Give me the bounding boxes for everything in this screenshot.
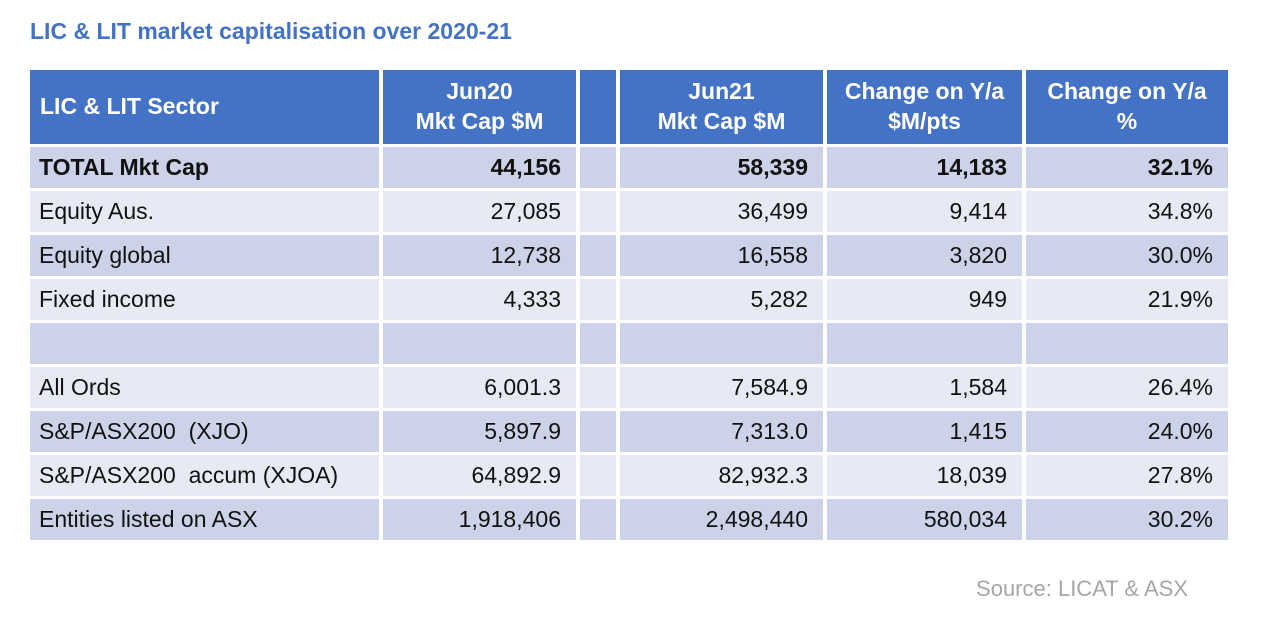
value-cell: 16,558 [620, 235, 823, 276]
value-cell: 34.8% [1026, 191, 1228, 232]
value-cell: 5,282 [620, 279, 823, 320]
header-cell: Jun21 Mkt Cap $M [620, 70, 823, 144]
spacer-cell [580, 235, 616, 276]
value-cell: 7,584.9 [620, 367, 823, 408]
value-cell: 27.8% [1026, 455, 1228, 496]
table-row: All Ords 6,001.3 7,584.9 1,584 26.4% [30, 367, 1228, 408]
spacer-cell [580, 411, 616, 452]
sector-label-cell: Equity global [30, 235, 379, 276]
value-cell: 44,156 [383, 147, 576, 188]
spacer-cell [580, 279, 616, 320]
value-cell [1026, 323, 1228, 364]
value-cell: 6,001.3 [383, 367, 576, 408]
sector-label-cell [30, 323, 379, 364]
value-cell: 64,892.9 [383, 455, 576, 496]
value-cell: 21.9% [1026, 279, 1228, 320]
table-row: Equity Aus. 27,085 36,499 9,414 34.8% [30, 191, 1228, 232]
table: LIC & LIT Sector Jun20 Mkt Cap $M Jun21 Mk… [30, 70, 1228, 543]
page-title: LIC & LIT market capitalisation over 202… [30, 18, 512, 44]
value-cell [827, 323, 1022, 364]
value-cell: 580,034 [827, 499, 1022, 540]
value-cell [383, 323, 576, 364]
value-cell: 1,584 [827, 367, 1022, 408]
value-cell: 14,183 [827, 147, 1022, 188]
header-cell: Change on Y/a % [1026, 70, 1228, 144]
table-row [30, 323, 1228, 364]
table-row: Fixed income 4,333 5,282 949 21.9% [30, 279, 1228, 320]
sector-label-cell: Equity Aus. [30, 191, 379, 232]
header-cell: LIC & LIT Sector [30, 70, 379, 144]
value-cell: 1,918,406 [383, 499, 576, 540]
value-cell: 9,414 [827, 191, 1022, 232]
value-cell: 26.4% [1026, 367, 1228, 408]
value-cell: 18,039 [827, 455, 1022, 496]
value-cell: 7,313.0 [620, 411, 823, 452]
value-cell: 2,498,440 [620, 499, 823, 540]
header-cell: Jun20 Mkt Cap $M [383, 70, 576, 144]
table-row: Equity global 12,738 16,558 3,820 30.0% [30, 235, 1228, 276]
value-cell: 4,333 [383, 279, 576, 320]
value-cell: 36,499 [620, 191, 823, 232]
value-cell: 3,820 [827, 235, 1022, 276]
sector-label-cell: Fixed income [30, 279, 379, 320]
value-cell: 27,085 [383, 191, 576, 232]
value-cell: 32.1% [1026, 147, 1228, 188]
header-spacer-cell [580, 70, 616, 144]
spacer-cell [580, 323, 616, 364]
table-row: S&P/ASX200 accum (XJOA) 64,892.9 82,932.3 1… [30, 455, 1228, 496]
sector-label-cell: S&P/ASX200 (XJO) [30, 411, 379, 452]
spacer-cell [580, 455, 616, 496]
value-cell: 5,897.9 [383, 411, 576, 452]
spacer-cell [580, 367, 616, 408]
value-cell: 82,932.3 [620, 455, 823, 496]
value-cell: 12,738 [383, 235, 576, 276]
value-cell: 30.2% [1026, 499, 1228, 540]
value-cell: 949 [827, 279, 1022, 320]
value-cell [620, 323, 823, 364]
table-row: S&P/ASX200 (XJO) 5,897.9 7,313.0 1,415 24.0% [30, 411, 1228, 452]
value-cell: 30.0% [1026, 235, 1228, 276]
spacer-cell [580, 191, 616, 232]
table-header-row: LIC & LIT Sector Jun20 Mkt Cap $M Jun21 Mk… [30, 70, 1228, 144]
header-cell: Change on Y/a $M/pts [827, 70, 1022, 144]
table-row: Entities listed on ASX 1,918,406 2,498,440… [30, 499, 1228, 540]
spacer-cell [580, 147, 616, 188]
sector-label-cell: All Ords [30, 367, 379, 408]
value-cell: 24.0% [1026, 411, 1228, 452]
table-row: TOTAL Mkt Cap 44,156 58,339 14,183 32.1% [30, 147, 1228, 188]
spacer-cell [580, 499, 616, 540]
source-note: Source: LICAT & ASX [976, 576, 1188, 601]
value-cell: 1,415 [827, 411, 1022, 452]
sector-label-cell: Entities listed on ASX [30, 499, 379, 540]
sector-label-cell: S&P/ASX200 accum (XJOA) [30, 455, 379, 496]
value-cell: 58,339 [620, 147, 823, 188]
sector-label-cell: TOTAL Mkt Cap [30, 147, 379, 188]
